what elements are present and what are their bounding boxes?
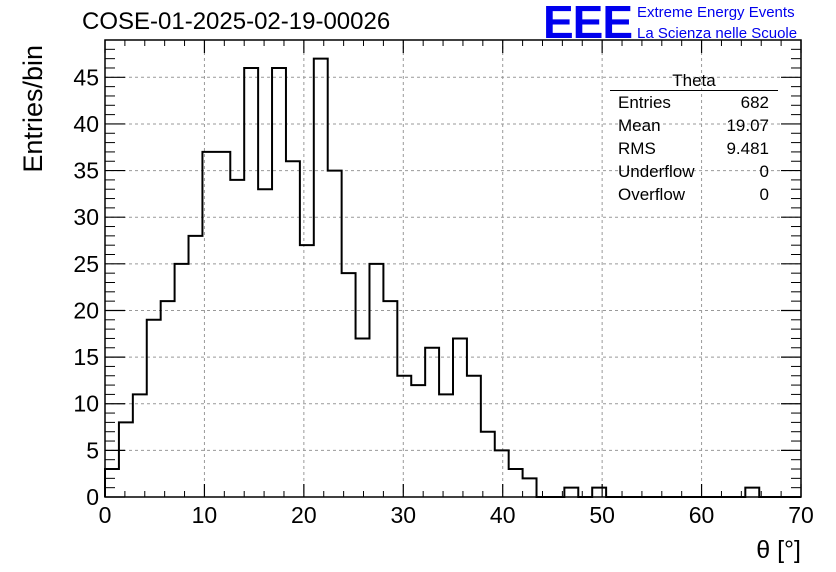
y-tick-label: 40 — [73, 111, 99, 137]
x-tick-label: 30 — [390, 502, 416, 528]
stats-row-overflow: Overflow 0 — [610, 183, 778, 206]
x-axis-label: θ [°] — [756, 536, 801, 564]
x-tick-label: 50 — [589, 502, 615, 528]
stats-row-entries: Entries 682 — [610, 91, 778, 114]
grid-lines — [105, 40, 801, 497]
stats-row-rms: RMS 9.481 — [610, 137, 778, 160]
y-tick-label: 30 — [73, 204, 99, 230]
stats-row-underflow: Underflow 0 — [610, 160, 778, 183]
stats-box: Theta Entries 682 Mean 19.07 RMS 9.481 U… — [610, 72, 778, 206]
y-axis-label: Entries/bin — [18, 45, 48, 173]
x-tick-label: 40 — [490, 502, 516, 528]
y-tick-label: 20 — [73, 297, 99, 323]
stat-label: Entries — [618, 93, 671, 112]
stats-row-mean: Mean 19.07 — [610, 114, 778, 137]
plot-frame — [104, 39, 802, 498]
y-tick-label: 5 — [86, 437, 99, 463]
stats-title: Theta — [610, 72, 778, 91]
stat-value: 0 — [759, 185, 769, 204]
y-tick-label: 25 — [73, 251, 99, 277]
x-tick-label: 0 — [99, 502, 112, 528]
stat-value: 0 — [759, 162, 769, 181]
x-tick-label: 20 — [291, 502, 317, 528]
stat-label: Underflow — [618, 162, 695, 181]
y-tick-label: 45 — [73, 64, 99, 90]
chart-title: COSE-01-2025-02-19-00026 — [82, 8, 391, 35]
stat-value: 682 — [740, 93, 769, 112]
x-tick-label: 70 — [788, 502, 814, 528]
stat-value: 9.481 — [726, 139, 769, 158]
y-tick-label: 15 — [73, 344, 99, 370]
y-tick-label: 35 — [73, 158, 99, 184]
stat-label: Overflow — [618, 185, 686, 204]
stat-label: RMS — [618, 139, 656, 158]
y-tick-label: 10 — [73, 391, 99, 417]
y-tick-label: 0 — [86, 484, 99, 510]
x-tick-labels: 0 10 20 30 40 50 60 70 — [99, 502, 814, 528]
x-tick-label: 60 — [689, 502, 715, 528]
y-tick-labels: 0 5 10 15 20 25 30 35 40 45 — [73, 64, 99, 510]
x-tick-label: 10 — [192, 502, 218, 528]
logo-caption-line2: La Scienza nelle Scuole — [637, 25, 798, 42]
logo-caption-line1: Extreme Energy Events — [637, 4, 795, 21]
eee-logo: EEE — [543, 0, 633, 48]
stat-label: Mean — [618, 116, 661, 135]
axis-ticks — [104, 40, 802, 498]
stat-value: 19.07 — [726, 116, 769, 135]
